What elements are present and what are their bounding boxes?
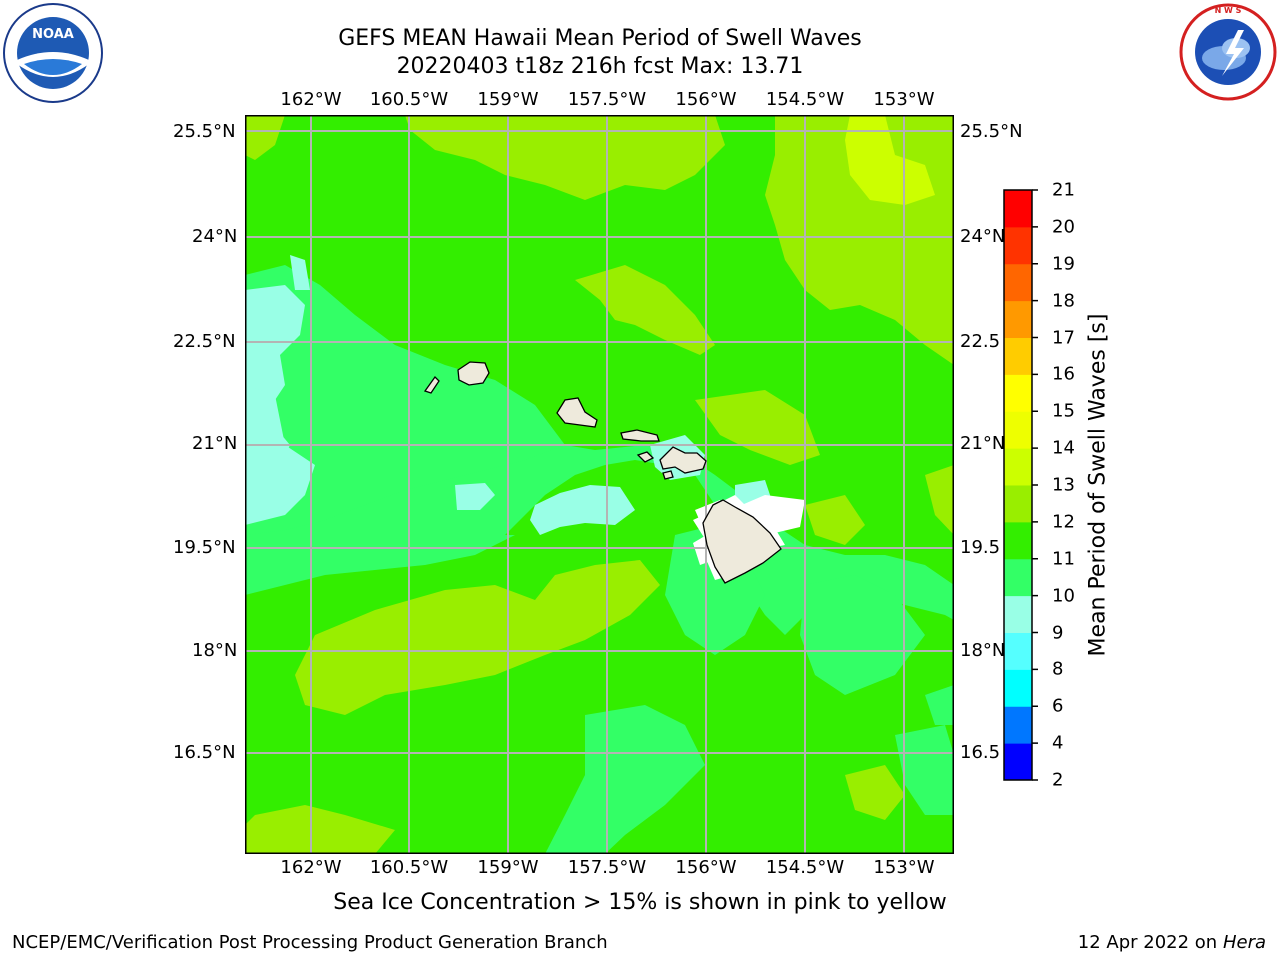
colorbar-tick-label: 16 xyxy=(1052,363,1075,385)
lat-label: 16.5°N xyxy=(173,742,236,763)
colorbar-segment xyxy=(1004,411,1032,449)
sea-ice-note: Sea Ice Concentration > 15% is shown in … xyxy=(333,890,947,915)
colorbar-segment xyxy=(1004,558,1032,597)
lon-label: 153°W xyxy=(873,89,935,110)
lon-label: 159°W xyxy=(477,857,539,878)
colorbar-segment xyxy=(1004,632,1032,670)
colorbar-tick-label: 13 xyxy=(1052,474,1075,496)
colorbar-segment xyxy=(1004,485,1032,523)
colorbar-tick-label: 8 xyxy=(1052,658,1064,680)
run-machine: Hera xyxy=(1222,932,1266,953)
noaa-text: NOAA xyxy=(32,27,74,42)
lat-label: 16.5 xyxy=(960,742,1001,763)
colorbar xyxy=(1003,189,1038,781)
colorbar-tick-label: 19 xyxy=(1052,253,1075,275)
island-lanai xyxy=(636,451,655,463)
colorbar-segment xyxy=(1004,669,1032,707)
lon-label: 157.5°W xyxy=(567,89,647,110)
lat-label: 25.5°N xyxy=(173,121,236,142)
colorbar-tick-label: 14 xyxy=(1052,437,1075,459)
lat-label: 24°N xyxy=(192,226,238,247)
colorbar-tick-label: 17 xyxy=(1052,327,1075,348)
colorbar-segment xyxy=(1004,374,1032,412)
lon-label: 154.5°W xyxy=(765,857,845,878)
colorbar-segment xyxy=(1004,190,1032,228)
colorbar-tick-label: 2 xyxy=(1052,769,1064,791)
run-date: 12 Apr 2022 on Hera xyxy=(1078,932,1266,953)
colorbar-segment xyxy=(1004,706,1032,744)
colorbar-tick-label: 12 xyxy=(1052,511,1075,533)
chart-subtitle: 20220403 t18z 216h fcst Max: 13.71 xyxy=(396,54,804,79)
colorbar-segment xyxy=(1004,300,1032,338)
lon-label: 162°W xyxy=(280,89,342,110)
lon-label: 157.5°W xyxy=(567,857,647,878)
lon-label: 154.5°W xyxy=(765,89,845,110)
lat-label: 19.5°N xyxy=(173,537,236,558)
lon-label: 156°W xyxy=(675,857,737,878)
lat-label: 21°N xyxy=(192,433,238,454)
colorbar-segment xyxy=(1004,595,1032,633)
colorbar-tick-label: 15 xyxy=(1052,400,1075,422)
lon-label: 160.5°W xyxy=(369,857,449,878)
island-kauai xyxy=(457,361,490,386)
colorbar-segment xyxy=(1004,448,1032,486)
nws-logo-icon: N W S xyxy=(1179,3,1277,101)
credit-text: NCEP/EMC/Verification Post Processing Pr… xyxy=(12,932,608,953)
swell-period-map xyxy=(245,115,954,854)
colorbar-tick-label: 21 xyxy=(1052,179,1075,201)
noaa-logo-icon: NOAA xyxy=(3,3,103,103)
lat-label: 24°N xyxy=(960,226,1006,247)
field-13-14 xyxy=(845,115,935,205)
island-hawaii xyxy=(702,499,782,584)
map-frame xyxy=(245,115,954,854)
colorbar-tick-label: 20 xyxy=(1052,216,1075,238)
run-date-text: 12 Apr 2022 on xyxy=(1077,932,1223,953)
colorbar-title: Mean Period of Swell Waves [s] xyxy=(1085,313,1111,657)
lat-label: 22.5 xyxy=(960,331,1001,352)
lat-label: 18°N xyxy=(960,640,1006,661)
island-oahu xyxy=(556,397,598,428)
chart-title: GEFS MEAN Hawaii Mean Period of Swell Wa… xyxy=(338,26,862,51)
lat-label: 22.5°N xyxy=(173,331,236,352)
colorbar-segment xyxy=(1004,263,1032,302)
map-grid xyxy=(245,115,954,854)
island-molokai xyxy=(620,429,660,442)
island-maui xyxy=(659,446,707,474)
svg-text:N W S: N W S xyxy=(1215,6,1242,15)
island-kahoolawe xyxy=(662,470,674,480)
field-12-13 xyxy=(245,115,954,854)
hawaiian-islands xyxy=(423,361,782,584)
lon-label: 153°W xyxy=(873,857,935,878)
lat-label: 25.5°N xyxy=(960,121,1023,142)
colorbar-tick-label: 10 xyxy=(1052,585,1075,607)
colorbar-tick-label: 6 xyxy=(1052,695,1064,717)
island-niihau xyxy=(423,375,440,394)
colorbar-segment xyxy=(1004,226,1032,265)
lat-label: 18°N xyxy=(192,640,238,661)
colorbar-tick-label: 9 xyxy=(1052,622,1064,643)
lon-label: 156°W xyxy=(675,89,737,110)
colorbar-segment xyxy=(1004,521,1032,560)
colorbar-tick-label: 18 xyxy=(1052,290,1075,312)
lon-label: 162°W xyxy=(280,857,342,878)
colorbar-segment xyxy=(1004,337,1032,375)
colorbar-segment xyxy=(1004,743,1032,781)
colorbar-tick-label: 11 xyxy=(1052,548,1075,570)
lat-label: 19.5 xyxy=(960,537,1001,558)
colorbar-tick-label: 4 xyxy=(1052,732,1064,754)
lon-label: 160.5°W xyxy=(369,89,449,110)
lat-label: 21°N xyxy=(960,433,1006,454)
lon-label: 159°W xyxy=(477,89,539,110)
